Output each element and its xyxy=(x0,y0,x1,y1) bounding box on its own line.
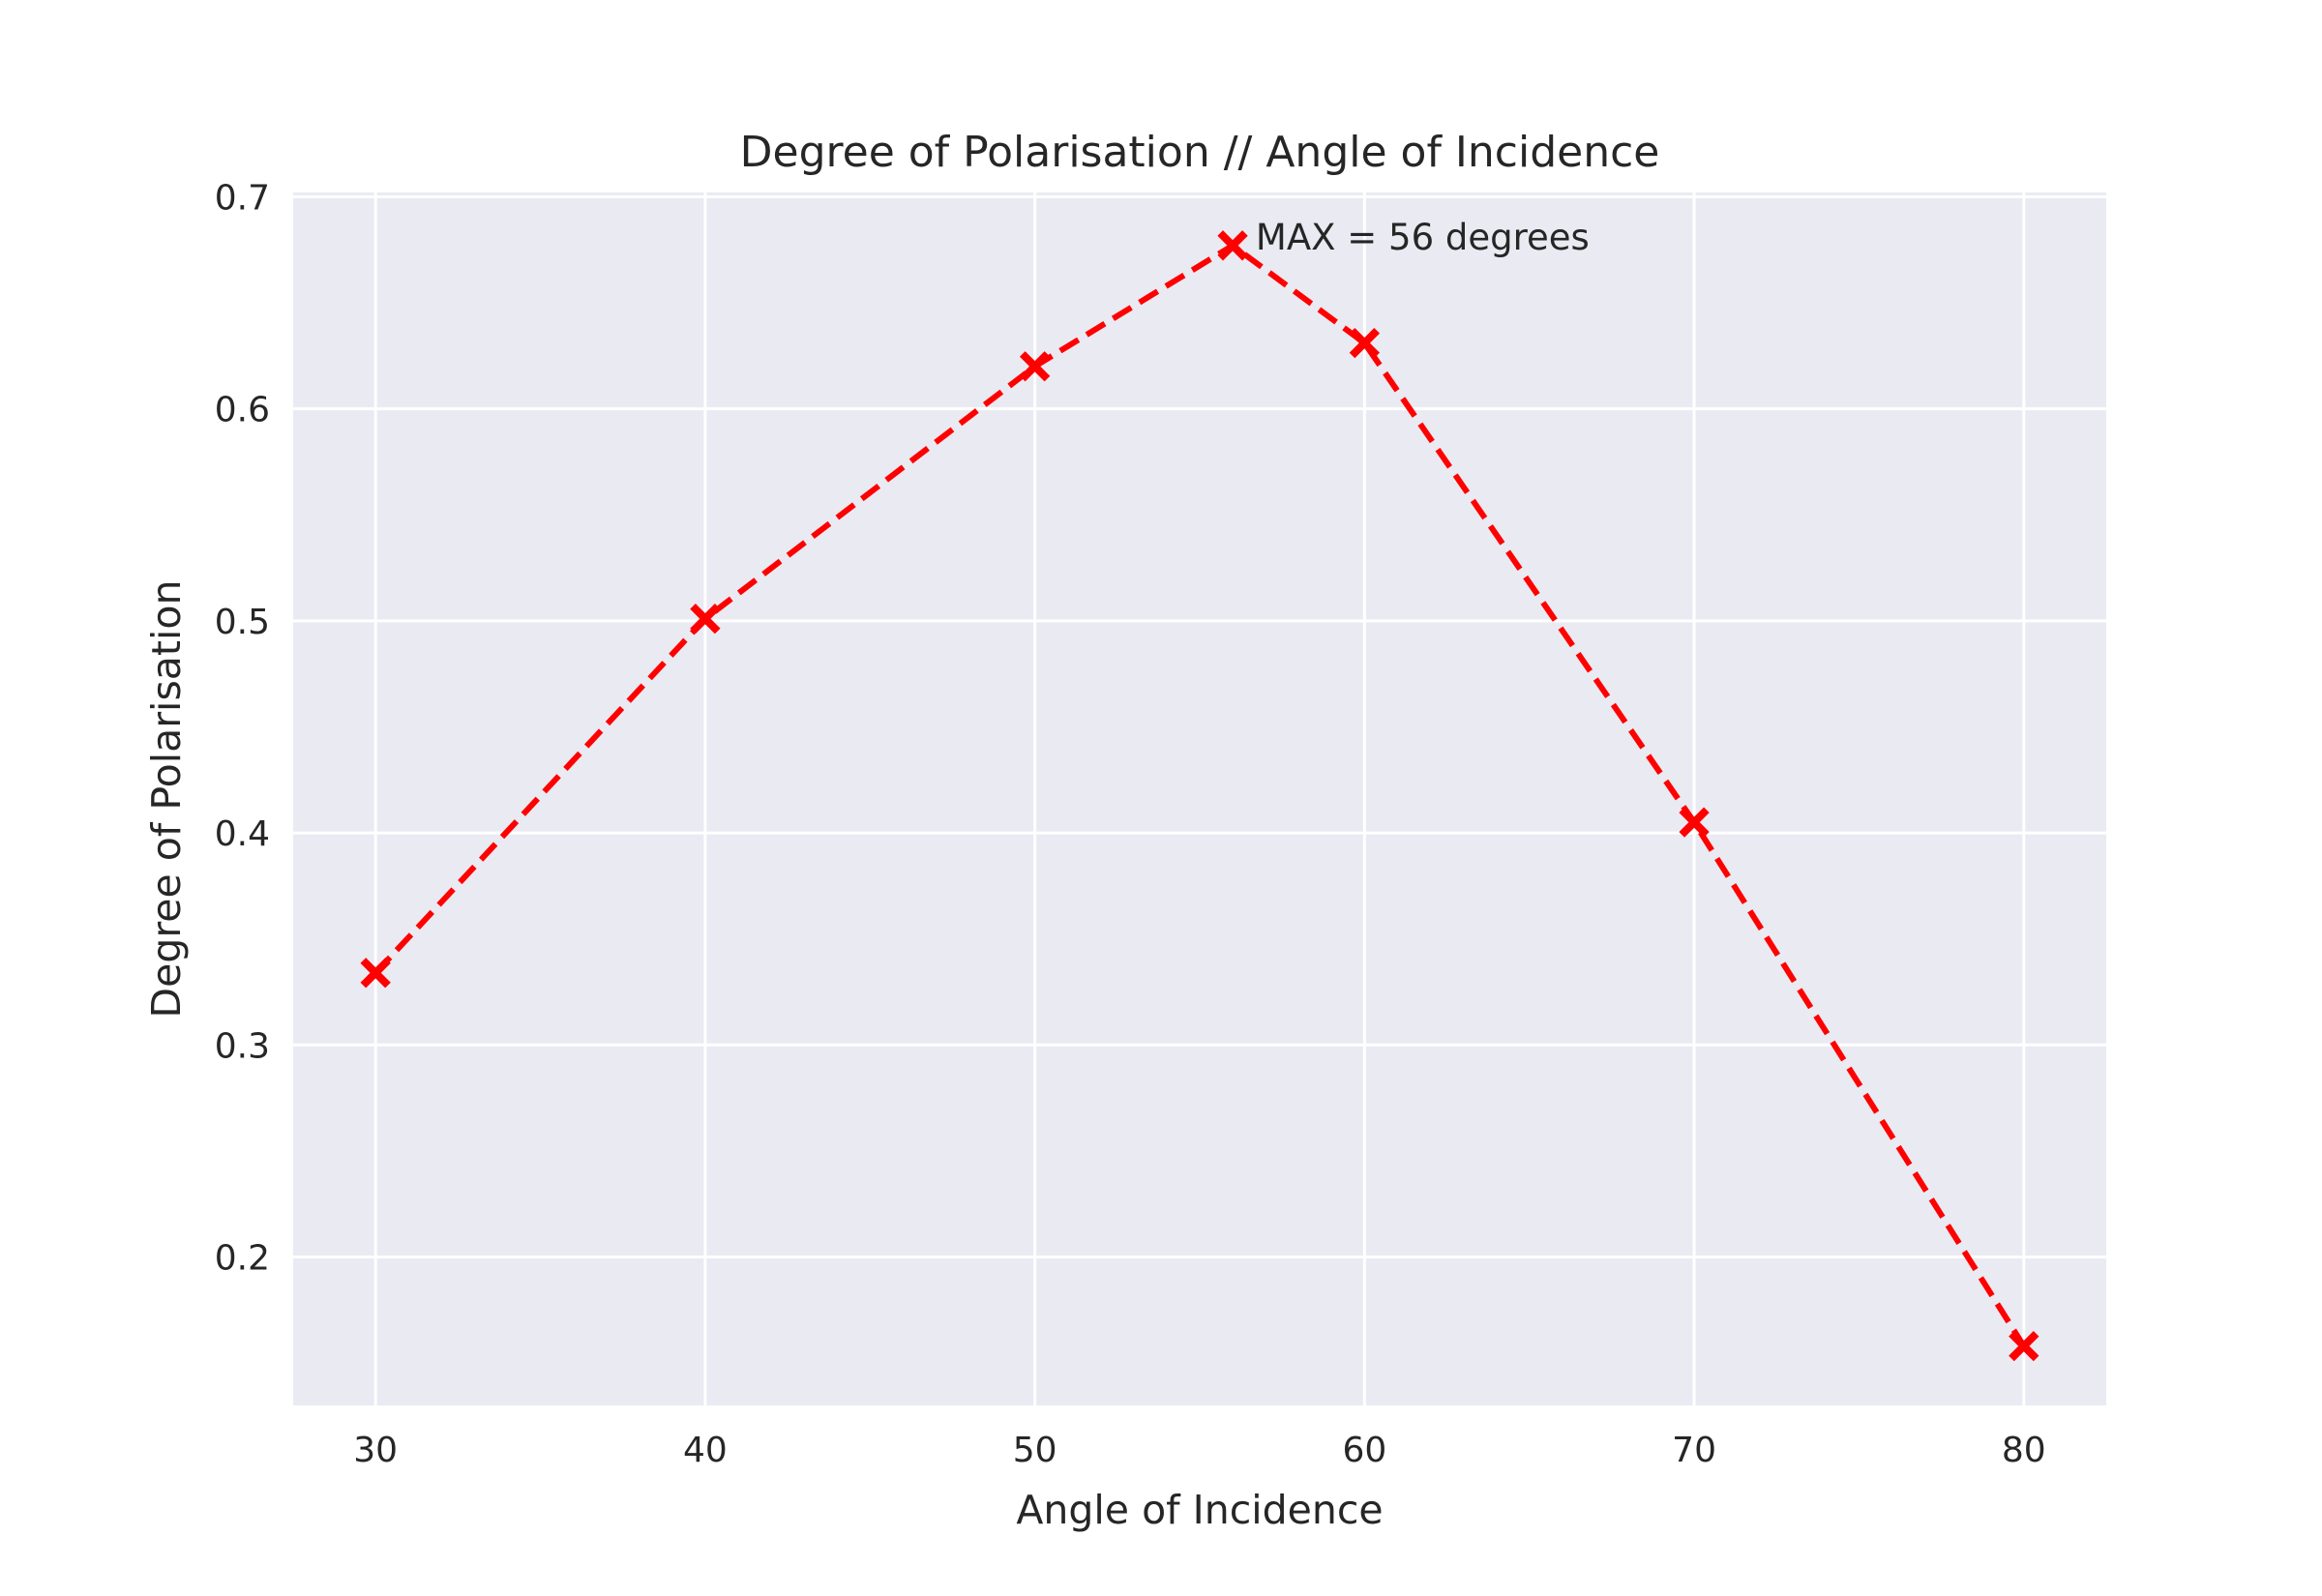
data-point-marker xyxy=(1019,351,1051,382)
y-tick-label: 0.3 xyxy=(215,1026,270,1066)
grid xyxy=(293,192,2106,1405)
max-annotation: MAX = 56 degrees xyxy=(1256,217,1590,258)
data-point-marker xyxy=(1349,327,1381,359)
plot-area xyxy=(293,192,2106,1405)
annotations: MAX = 56 degrees xyxy=(1256,217,1590,258)
y-tick-label: 0.5 xyxy=(215,603,270,642)
y-axis-label: Degree of Polarisation xyxy=(143,580,190,1019)
data-point-marker xyxy=(1217,230,1248,261)
series xyxy=(360,230,2039,1362)
y-tick-label: 0.2 xyxy=(215,1239,270,1279)
data-point-marker xyxy=(1679,807,1710,838)
data-point-marker xyxy=(360,958,391,989)
chart-title: Degree of Polarisation // Angle of Incid… xyxy=(740,128,1660,177)
x-axis-ticks: 30 40 50 60 70 80 xyxy=(353,1431,2045,1470)
data-point-marker xyxy=(2009,1330,2039,1362)
x-tick-label: 70 xyxy=(1672,1431,1716,1470)
x-tick-label: 30 xyxy=(353,1431,398,1470)
x-tick-label: 80 xyxy=(2002,1431,2046,1470)
x-tick-label: 60 xyxy=(1342,1431,1386,1470)
x-tick-label: 40 xyxy=(683,1431,728,1470)
y-tick-label: 0.4 xyxy=(215,814,270,854)
x-tick-label: 50 xyxy=(1013,1431,1057,1470)
y-tick-label: 0.6 xyxy=(215,391,270,430)
y-tick-label: 0.7 xyxy=(215,178,270,218)
x-axis-label: Angle of Incidence xyxy=(1016,1487,1383,1533)
data-point-marker xyxy=(690,603,721,635)
y-axis-ticks: 0.2 0.3 0.4 0.5 0.6 0.7 xyxy=(215,178,270,1278)
